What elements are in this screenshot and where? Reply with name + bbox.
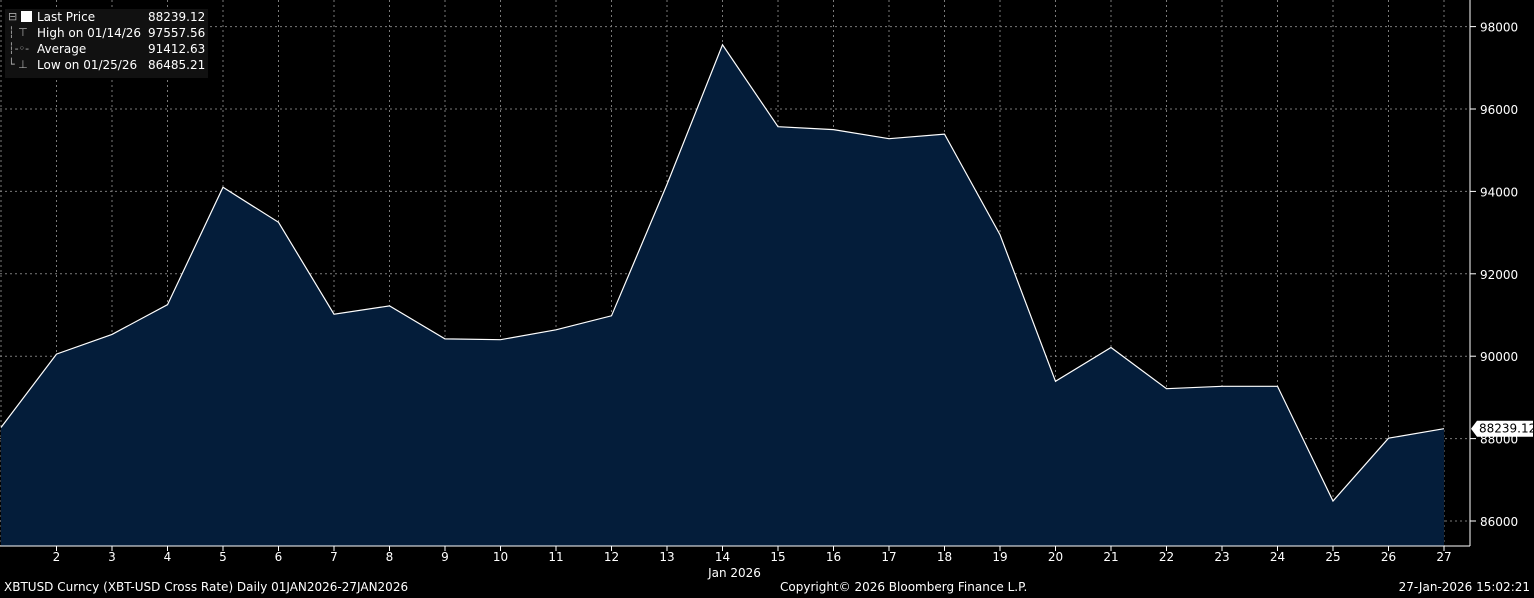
y-tick-label: 98000 [1480,21,1518,35]
legend-value: 88239.12 [148,10,206,24]
x-tick-label: 9 [441,550,449,564]
x-tick-label: 24 [1270,550,1285,564]
x-tick-label: 18 [937,550,952,564]
x-tick-label: 25 [1325,550,1340,564]
x-tick-label: 16 [826,550,841,564]
legend-value: 86485.21 [148,58,206,72]
x-tick-label: 6 [275,550,283,564]
x-tick-label: 22 [1159,550,1174,564]
low-marker-icon: └ ⊥ [8,58,28,71]
price-area [1,44,1444,547]
x-tick-label: 8 [386,550,394,564]
security-description: XBTUSD Curncy (XBT-USD Cross Rate) Daily… [4,580,409,594]
x-axis-ticks: 2 3 4 5 6 7 8 9 10 11 12 13 14 15 16 17 18 19 20 21 22 23 24 25… [53,546,1452,564]
x-tick-label: 14 [715,550,730,564]
x-tick-label: 13 [659,550,674,564]
collapse-icon[interactable]: ⊟ [8,10,18,23]
legend-item-low[interactable]: └ ⊥ Low on 01/25/26 86485.21 [5,57,208,73]
y-tick-label: 86000 [1480,515,1518,529]
legend-label: High on 01/14/26 [37,26,142,40]
x-tick-label: 19 [992,550,1007,564]
x-tick-label: 11 [548,550,563,564]
average-marker-icon: ┆-◦- [8,42,30,55]
legend: ⊟ Last Price 88239.12 ┆ ⊤ High on 01/14/… [5,9,208,78]
legend-label: Last Price [37,10,96,24]
legend-label: Average [37,42,87,56]
legend-item-last-price[interactable]: ⊟ Last Price 88239.12 [5,9,208,25]
copyright-notice: Copyright© 2026 Bloomberg Finance L.P. [780,580,1028,594]
x-tick-label: 2 [53,550,61,564]
x-tick-label: 27 [1436,550,1451,564]
x-tick-label: 12 [604,550,619,564]
y-tick-label: 94000 [1480,185,1518,199]
last-price-box [1471,420,1533,437]
high-marker-icon: ┆ ⊤ [8,26,28,39]
x-tick-label: 3 [108,550,116,564]
x-axis-label: Jan 2026 [707,566,761,580]
x-tick-label: 5 [219,550,227,564]
x-tick-label: 20 [1048,550,1063,564]
timestamp: 27-Jan-2026 15:02:21 [1398,580,1530,594]
legend-value: 97557.56 [148,26,206,40]
x-tick-label: 17 [881,550,896,564]
y-tick-label: 92000 [1480,268,1518,282]
x-tick-label: 26 [1381,550,1396,564]
last-price-swatch-icon [21,11,32,22]
legend-label: Low on 01/25/26 [37,58,138,72]
legend-item-average[interactable]: ┆-◦- Average 91412.63 [5,41,208,57]
x-tick-label: 4 [164,550,172,564]
x-tick-label: 23 [1214,550,1229,564]
y-tick-label: 90000 [1480,350,1518,364]
x-tick-label: 7 [330,550,338,564]
last-price-label: 88239.12 [1479,422,1534,436]
last-price-marker: 88239.12 [1471,420,1534,437]
x-tick-label: 10 [493,550,508,564]
legend-value: 91412.63 [148,42,206,56]
x-tick-label: 21 [1103,550,1118,564]
y-tick-label: 96000 [1480,103,1518,117]
x-tick-label: 15 [770,550,785,564]
price-line [0,43,1445,503]
legend-item-high[interactable]: ┆ ⊤ High on 01/14/26 97557.56 [5,25,208,41]
